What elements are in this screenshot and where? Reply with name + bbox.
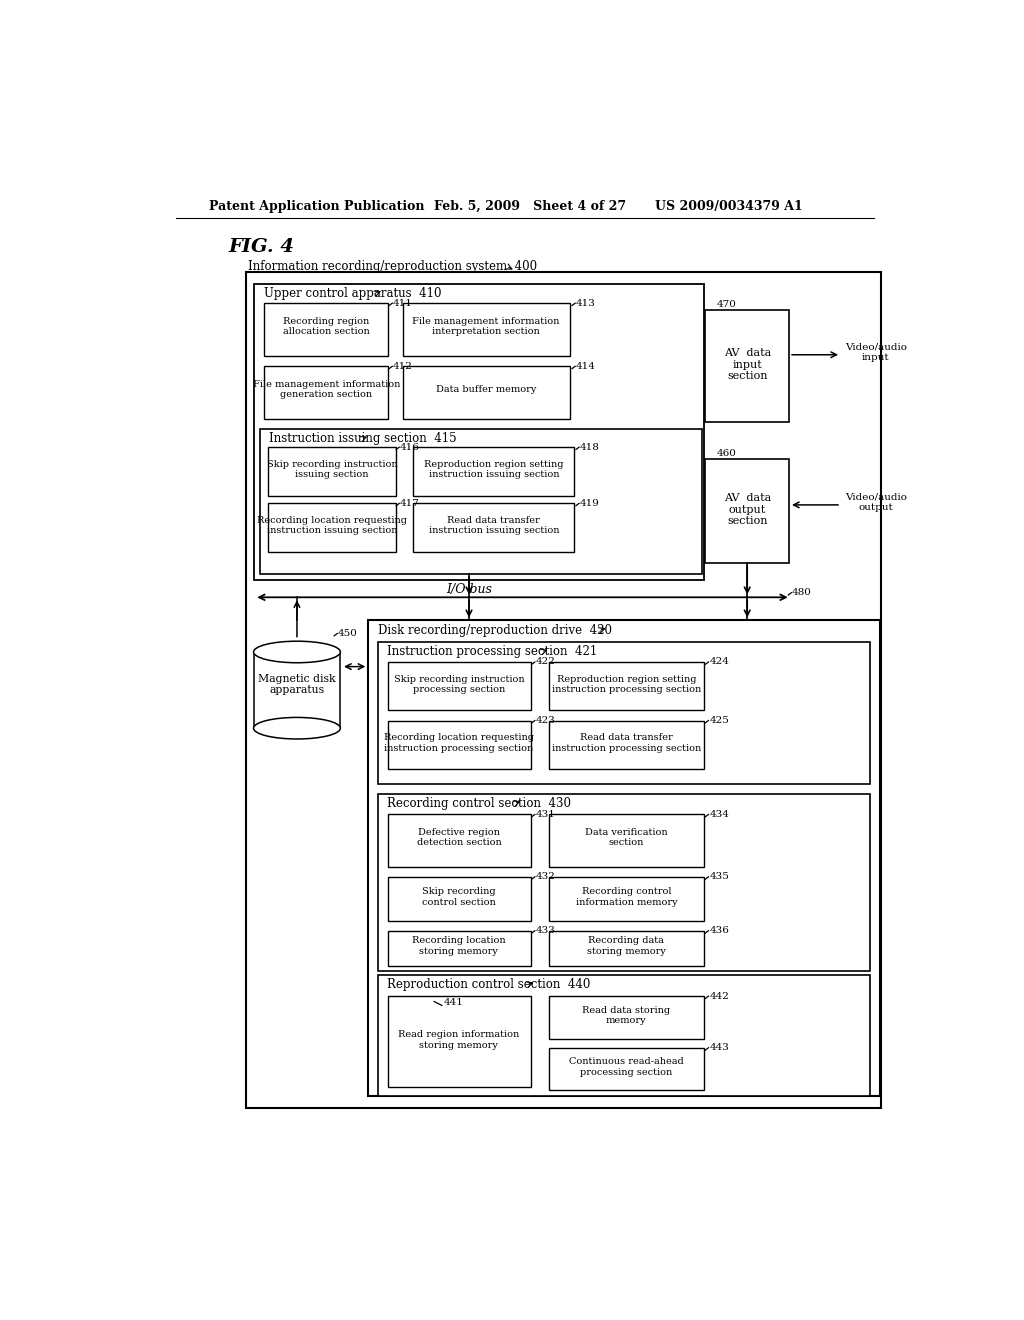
Text: Upper control apparatus  410: Upper control apparatus 410	[263, 286, 441, 300]
Text: Skip recording
control section: Skip recording control section	[422, 887, 496, 907]
Bar	[378, 793, 869, 970]
Bar	[414, 503, 574, 552]
Text: 416: 416	[400, 442, 420, 451]
Text: 450: 450	[338, 630, 358, 638]
Bar	[369, 620, 880, 1096]
Text: Reproduction region setting
instruction processing section: Reproduction region setting instruction …	[552, 675, 701, 694]
Bar	[264, 367, 388, 418]
Bar	[388, 814, 531, 867]
Text: 424: 424	[710, 657, 729, 667]
Bar	[268, 447, 396, 496]
Text: Read region information
storing memory: Read region information storing memory	[398, 1031, 519, 1049]
Ellipse shape	[254, 718, 340, 739]
Text: File management information
generation section: File management information generation s…	[253, 380, 400, 399]
Bar	[246, 272, 882, 1107]
Text: 441: 441	[443, 998, 463, 1007]
Bar	[549, 814, 703, 867]
Bar	[706, 310, 790, 422]
Text: Instruction processing section  421: Instruction processing section 421	[387, 645, 597, 659]
Text: 433: 433	[536, 927, 556, 935]
Text: I/O bus: I/O bus	[446, 583, 492, 597]
Text: 443: 443	[710, 1043, 729, 1052]
Bar	[549, 931, 703, 966]
Text: Read data transfer
instruction issuing section: Read data transfer instruction issuing s…	[429, 516, 559, 536]
Text: 460: 460	[717, 449, 737, 458]
Text: Video/audio
output: Video/audio output	[845, 492, 907, 512]
Text: 425: 425	[710, 715, 729, 725]
Text: 418: 418	[580, 442, 600, 451]
Text: 423: 423	[536, 715, 556, 725]
Bar	[549, 997, 703, 1039]
Bar	[549, 876, 703, 921]
Ellipse shape	[254, 642, 340, 663]
Text: Patent Application Publication: Patent Application Publication	[209, 199, 425, 213]
Text: Recording location requesting
instruction issuing section: Recording location requesting instructio…	[257, 516, 407, 536]
Text: Read data transfer
instruction processing section: Read data transfer instruction processin…	[552, 733, 701, 752]
Text: Skip recording instruction
issuing section: Skip recording instruction issuing secti…	[266, 459, 397, 479]
Bar	[378, 642, 869, 784]
Text: Recording data
storing memory: Recording data storing memory	[587, 936, 666, 956]
Text: Recording control section  430: Recording control section 430	[387, 797, 570, 810]
Text: AV  data
input
section: AV data input section	[724, 348, 771, 381]
Text: AV  data
output
section: AV data output section	[724, 492, 771, 527]
Bar	[549, 721, 703, 770]
Text: 432: 432	[536, 873, 556, 882]
Bar	[388, 931, 531, 966]
Text: 412: 412	[393, 362, 413, 371]
Text: 419: 419	[580, 499, 600, 508]
Text: 435: 435	[710, 873, 729, 882]
Text: Recording location requesting
instruction processing section: Recording location requesting instructio…	[384, 733, 534, 752]
Bar	[388, 997, 531, 1086]
Text: Recording region
allocation section: Recording region allocation section	[283, 317, 370, 337]
Bar	[403, 367, 569, 418]
Text: Reproduction control section  440: Reproduction control section 440	[387, 978, 590, 991]
Text: File management information
interpretation section: File management information interpretati…	[413, 317, 560, 337]
Text: Recording location
storing memory: Recording location storing memory	[412, 936, 506, 956]
Bar	[388, 721, 531, 770]
Bar	[388, 663, 531, 710]
Text: 414: 414	[575, 362, 596, 371]
Text: 434: 434	[710, 810, 729, 818]
Text: 436: 436	[710, 927, 729, 935]
Bar	[706, 459, 790, 562]
Text: Disk recording/reproduction drive  420: Disk recording/reproduction drive 420	[378, 624, 611, 638]
Bar	[388, 876, 531, 921]
Text: Skip recording instruction
processing section: Skip recording instruction processing se…	[393, 675, 524, 694]
Bar	[549, 663, 703, 710]
Bar	[549, 1048, 703, 1090]
Text: Data buffer memory: Data buffer memory	[436, 385, 537, 393]
Bar	[260, 429, 701, 574]
Text: Recording control
information memory: Recording control information memory	[575, 887, 677, 907]
Text: 480: 480	[793, 589, 812, 597]
Text: FIG. 4: FIG. 4	[228, 238, 295, 256]
Text: 422: 422	[536, 657, 556, 667]
Text: US 2009/0034379 A1: US 2009/0034379 A1	[655, 199, 803, 213]
Text: Instruction issuing section  415: Instruction issuing section 415	[269, 432, 457, 445]
Text: 442: 442	[710, 991, 729, 1001]
Bar	[378, 974, 869, 1096]
Text: 417: 417	[400, 499, 420, 508]
Text: Reproduction region setting
instruction issuing section: Reproduction region setting instruction …	[424, 459, 563, 479]
Text: Video/audio
input: Video/audio input	[845, 343, 907, 362]
Text: 431: 431	[536, 810, 556, 818]
Text: Defective region
detection section: Defective region detection section	[417, 828, 502, 847]
Text: 470: 470	[717, 300, 737, 309]
Text: Data verification
section: Data verification section	[585, 828, 668, 847]
Bar	[268, 503, 396, 552]
Bar	[403, 304, 569, 355]
Text: 413: 413	[575, 298, 596, 308]
Bar	[414, 447, 574, 496]
Text: Magnetic disk
apparatus: Magnetic disk apparatus	[258, 673, 336, 696]
Bar	[254, 284, 703, 581]
Text: Information recording/reproduction system  400: Information recording/reproduction syste…	[248, 260, 538, 273]
Text: Continuous read-ahead
processing section: Continuous read-ahead processing section	[569, 1057, 684, 1077]
Text: 411: 411	[393, 298, 413, 308]
Text: Feb. 5, 2009   Sheet 4 of 27: Feb. 5, 2009 Sheet 4 of 27	[434, 199, 627, 213]
Bar	[264, 304, 388, 355]
Text: Read data storing
memory: Read data storing memory	[583, 1006, 671, 1026]
